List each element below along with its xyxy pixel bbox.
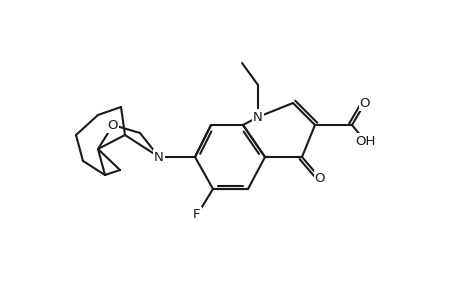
Text: O: O [314, 172, 325, 184]
Text: O: O [107, 118, 118, 131]
Text: OH: OH [354, 134, 375, 148]
Text: O: O [359, 97, 369, 110]
Text: N: N [154, 151, 163, 164]
Text: F: F [193, 208, 200, 221]
Text: N: N [252, 110, 262, 124]
